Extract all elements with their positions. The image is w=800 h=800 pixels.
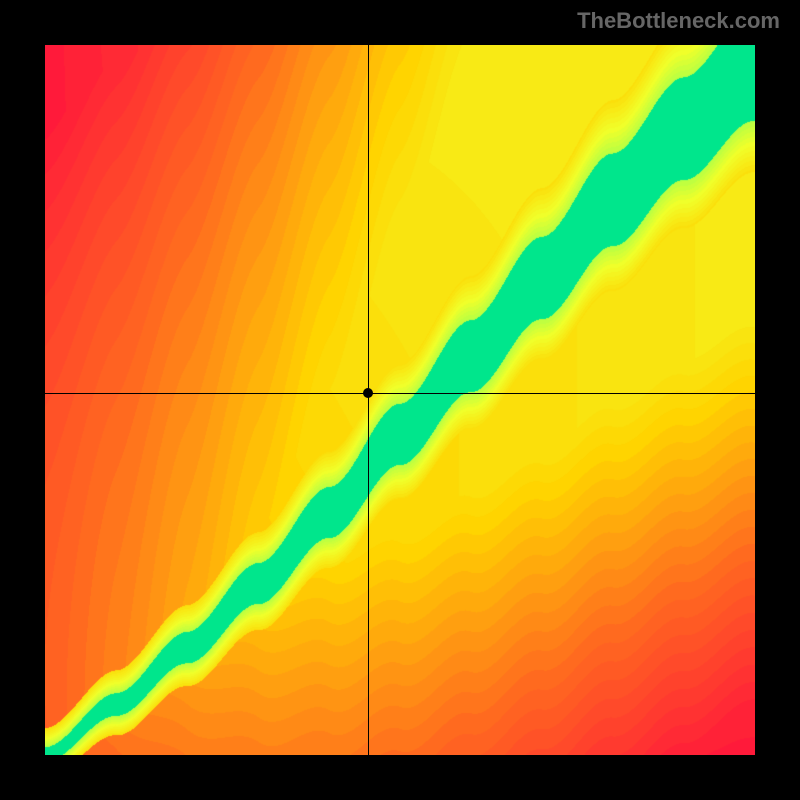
heatmap-canvas [45,45,755,755]
watermark-text: TheBottleneck.com [577,8,780,34]
crosshair-vertical [368,45,369,755]
crosshair-horizontal [45,393,755,394]
data-point-marker [363,388,373,398]
heatmap-chart [45,45,755,755]
